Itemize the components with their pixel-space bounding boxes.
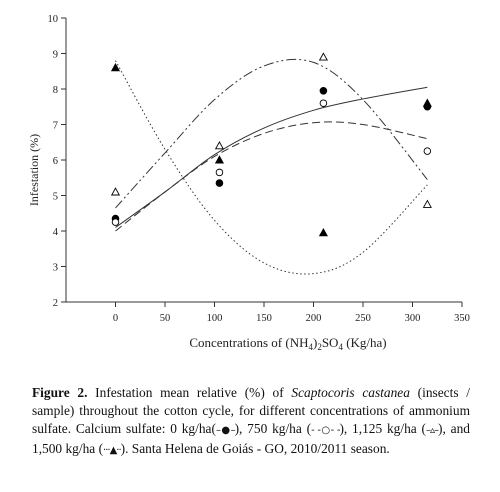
fit-curve-open-circle xyxy=(115,121,428,232)
y-tick-label: 9 xyxy=(53,50,58,61)
data-point-filled-circle xyxy=(215,179,224,187)
y-axis-label: Infestation (%) xyxy=(27,134,41,206)
x-tick-label: 350 xyxy=(454,313,470,324)
data-point-open-circle xyxy=(111,218,120,226)
x-axis-label: Concentrations of (NH4)2SO4 (Kg/ha) xyxy=(189,335,386,352)
caption-text: Infestation mean relative (%) of xyxy=(87,385,292,400)
data-point-open-triangle xyxy=(214,141,225,150)
y-tick-label: 2 xyxy=(53,298,58,309)
caption-text: ), 1,125 kg/ha ( xyxy=(339,421,426,436)
fit-curve-filled-triangle xyxy=(115,60,428,275)
fit-curve-filled-circle xyxy=(115,86,428,228)
y-tick-label: 5 xyxy=(53,192,58,203)
y-tick-label: 4 xyxy=(53,227,59,238)
data-points xyxy=(110,52,432,237)
x-tick-label: 0 xyxy=(113,313,118,324)
x-tick-label: 250 xyxy=(355,313,371,324)
caption-label: Figure 2. xyxy=(32,385,88,400)
y-tick-label: 8 xyxy=(53,85,58,96)
data-point-filled-triangle xyxy=(318,228,328,237)
figure-caption: Figure 2. Infestation mean relative (%) … xyxy=(32,384,470,460)
data-point-open-triangle xyxy=(422,199,432,208)
x-tick-label: 300 xyxy=(405,313,421,324)
x-tick-label: 50 xyxy=(160,313,171,324)
data-point-filled-triangle xyxy=(110,62,121,72)
x-tick-label: 100 xyxy=(207,313,223,324)
caption-text: ), and 1,500 kg/ha ( xyxy=(32,421,470,456)
x-tick-label: 200 xyxy=(306,313,322,324)
y-tick-label: 6 xyxy=(53,156,58,167)
data-point-filled-triangle xyxy=(422,98,432,107)
chart-axes: 0 50 100 150 200 250 300 350 2 3 4 5 6 7 8 9 10 xyxy=(48,14,470,324)
data-point-open-circle xyxy=(423,147,432,155)
y-tick-label: 3 xyxy=(53,263,58,274)
caption-text: ). Santa Helena de Goiás - GO, 2010/2011… xyxy=(120,441,390,456)
fit-curves xyxy=(115,58,428,275)
legend-symbol-0: –●– xyxy=(215,425,236,436)
caption-text: (insects / sample) throughout the cotton… xyxy=(32,385,470,436)
legend-symbol-750: - -○- - xyxy=(311,425,340,436)
data-point-filled-circle xyxy=(319,86,328,95)
data-point-open-circle xyxy=(319,99,328,107)
x-tick-label: 150 xyxy=(256,313,272,324)
data-point-open-triangle xyxy=(110,187,121,196)
caption-text: ), 750 kg/ha ( xyxy=(234,421,312,436)
y-tick-label: 7 xyxy=(53,121,58,132)
data-point-open-triangle xyxy=(318,52,328,61)
caption-species: Scaptocoris castanea xyxy=(291,385,410,400)
y-tick-label: 10 xyxy=(48,14,59,25)
infestation-chart: 0 50 100 150 200 250 300 350 2 3 4 5 6 7 8 9 10 Infestat… xyxy=(27,14,470,352)
data-point-filled-triangle xyxy=(214,155,225,164)
legend-symbol-1125: –▵– xyxy=(426,425,439,436)
legend-symbol-1500: ···▲·· xyxy=(103,445,122,456)
data-point-open-circle xyxy=(215,168,224,177)
fit-curve-open-triangle xyxy=(115,58,428,209)
